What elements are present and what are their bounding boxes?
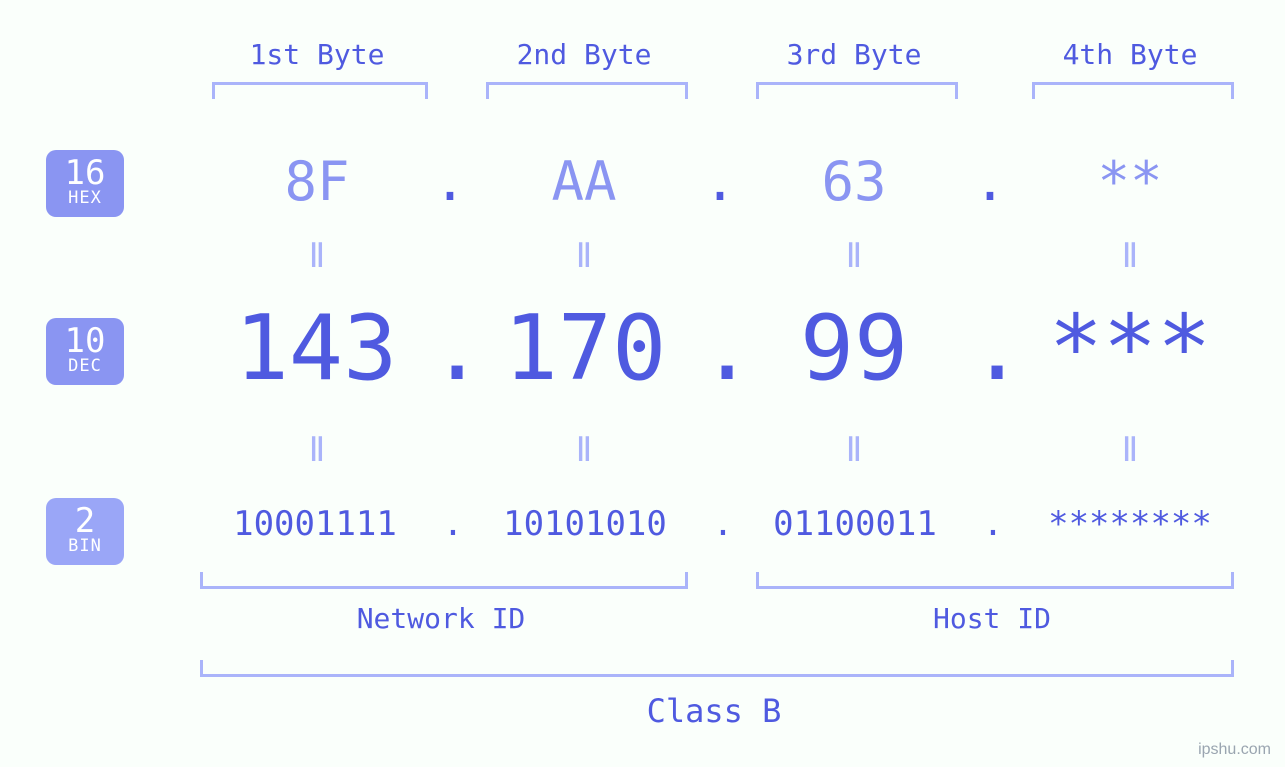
byte-header-1: 1st Byte (212, 38, 422, 71)
dec-byte-3: 99 (800, 296, 908, 401)
watermark: ipshu.com (1198, 741, 1271, 759)
bin-byte-4: ******** (1048, 504, 1212, 544)
badge-hex-lbl: HEX (46, 190, 124, 207)
byte-header-4: 4th Byte (1032, 38, 1228, 71)
bracket-byte-4 (1032, 82, 1234, 99)
hex-byte-4: ** (1097, 150, 1162, 213)
bin-byte-1: 10001111 (233, 504, 397, 544)
bin-dot-3: . (978, 504, 1008, 544)
dec-byte-4: *** (1049, 296, 1212, 401)
eq-decbin-2: ǁ (564, 430, 604, 470)
badge-dec: 10 DEC (46, 318, 124, 385)
hex-dot-2: . (700, 150, 740, 213)
bracket-byte-2 (486, 82, 688, 99)
byte-header-3: 3rd Byte (756, 38, 952, 71)
badge-dec-num: 10 (46, 324, 124, 360)
hex-dot-1: . (430, 150, 470, 213)
bracket-class (200, 660, 1234, 677)
label-network-id: Network ID (200, 602, 682, 635)
label-host-id: Host ID (756, 602, 1228, 635)
bracket-byte-3 (756, 82, 958, 99)
eq-decbin-4: ǁ (1110, 430, 1150, 470)
byte-header-2: 2nd Byte (486, 38, 682, 71)
bin-byte-3: 01100011 (773, 504, 937, 544)
eq-decbin-3: ǁ (834, 430, 874, 470)
badge-bin-num: 2 (46, 504, 124, 540)
eq-hexdec-3: ǁ (834, 236, 874, 276)
hex-dot-3: . (970, 150, 1010, 213)
bin-dot-1: . (438, 504, 468, 544)
hex-byte-1: 8F (284, 150, 349, 213)
badge-bin-lbl: BIN (46, 538, 124, 555)
eq-hexdec-1: ǁ (297, 236, 337, 276)
bracket-network-id (200, 572, 688, 589)
dec-byte-2: 170 (504, 296, 667, 401)
bin-byte-2: 10101010 (503, 504, 667, 544)
badge-hex: 16 HEX (46, 150, 124, 217)
label-class: Class B (200, 692, 1228, 730)
dec-dot-3: . (970, 296, 1010, 401)
dec-dot-2: . (700, 296, 740, 401)
eq-hexdec-4: ǁ (1110, 236, 1150, 276)
bracket-host-id (756, 572, 1234, 589)
badge-hex-num: 16 (46, 156, 124, 192)
hex-byte-2: AA (551, 150, 616, 213)
dec-byte-1: 143 (235, 296, 398, 401)
eq-decbin-1: ǁ (297, 430, 337, 470)
dec-dot-1: . (430, 296, 470, 401)
eq-hexdec-2: ǁ (564, 236, 604, 276)
bracket-byte-1 (212, 82, 428, 99)
bin-dot-2: . (708, 504, 738, 544)
badge-bin: 2 BIN (46, 498, 124, 565)
badge-dec-lbl: DEC (46, 358, 124, 375)
hex-byte-3: 63 (821, 150, 886, 213)
